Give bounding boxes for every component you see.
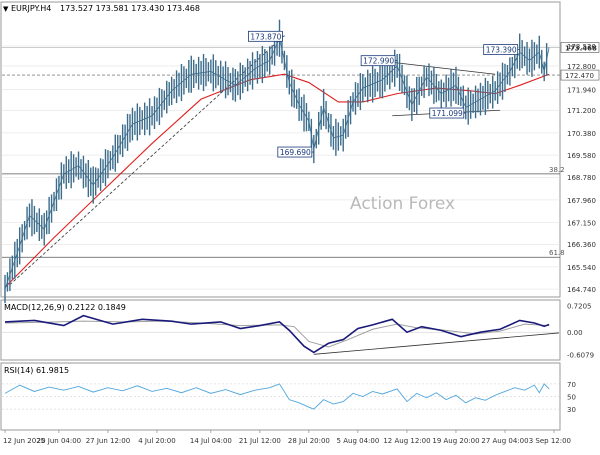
- pivot-label: 169.690: [280, 148, 311, 157]
- collapse-triangle-icon[interactable]: ▼: [3, 5, 9, 13]
- trendline: [9, 35, 285, 285]
- axis-labels-layer: 173.520 172.800 171.940 171.200 170.380 169.5…: [567, 43, 596, 414]
- main-y-tick: 171.200: [567, 107, 596, 115]
- rsi-layer: [4, 383, 550, 410]
- x-tick-label: 12 Jun 2025: [3, 437, 45, 445]
- x-tick-label: 5 Aug 04:00: [337, 437, 380, 445]
- main-y-tick: 172.800: [567, 63, 596, 71]
- x-tick-label: 4 Jul 20:00: [138, 437, 176, 445]
- main-y-tick: 171.940: [567, 87, 596, 95]
- main-y-tick: 167.960: [567, 197, 596, 205]
- macd-y-tick: 0.00: [567, 329, 583, 337]
- x-tick-label: 14 Jul 04:00: [190, 437, 232, 445]
- current-price-label: 173.468: [565, 44, 597, 52]
- macd-y-tick: -0.6079: [567, 352, 594, 360]
- x-tick-label: 19 Aug 20:00: [432, 437, 479, 445]
- fib-level-label: 38.2: [549, 166, 565, 174]
- x-tick-label: 28 Jul 20:00: [288, 437, 330, 445]
- x-tick-label: 27 Aug 04:00: [481, 437, 528, 445]
- rsi-label: RSI(14) 61.9815: [4, 366, 69, 375]
- level-price-label: 172.470: [565, 72, 594, 80]
- level-price-box: [560, 69, 600, 81]
- watermark: Action Forex: [350, 194, 455, 214]
- symbol-label: EURJPY.H4: [11, 4, 51, 13]
- trendline: [387, 61, 496, 75]
- main-y-tick: 168.780: [567, 174, 596, 182]
- rsi-y-tick: 70: [567, 381, 576, 389]
- pivot-label: 172.990: [363, 57, 394, 66]
- levels-layer: 38.2 61.8 172.470 173.468: [2, 42, 600, 258]
- pivot-labels-layer: 173.870 172.990 173.390 171.099 169.690: [248, 30, 520, 158]
- main-y-tick: 169.580: [567, 152, 596, 160]
- main-y-tick: 173.520: [567, 43, 596, 51]
- main-y-tick: 164.740: [567, 286, 596, 294]
- main-panel: [0, 1, 561, 298]
- x-tick-label: 3 Sep 12:00: [529, 437, 571, 445]
- ohlc-header: 173.527 173.581 173.430 173.468: [60, 4, 200, 13]
- macd-y-tick: 0.7205: [567, 303, 592, 311]
- macd-line: [4, 314, 550, 354]
- x-tick-label: 27 Jun 12:00: [86, 437, 130, 445]
- rsi-y-tick: 30: [567, 406, 576, 414]
- x-tick-label: 21 Jul 12:00: [239, 437, 281, 445]
- macd-panel: [0, 299, 561, 361]
- main-y-tick: 166.360: [567, 241, 596, 249]
- macd-label: MACD(12,26,9) 0.2122 0.1849: [4, 303, 126, 312]
- rsi-line: [4, 383, 550, 410]
- current-price-box: [560, 42, 600, 53]
- macd-trendline: [313, 332, 559, 355]
- main-y-tick: 170.380: [567, 130, 596, 138]
- rsi-y-tick: 50: [567, 394, 576, 402]
- fib-level-label: 61.8: [549, 249, 565, 257]
- macd-layer: [4, 314, 559, 355]
- price-line: [4, 36, 550, 290]
- x-tick-label: 12 Aug 12:00: [383, 437, 430, 445]
- x-tick-label: 20 Jun 04:00: [37, 437, 81, 445]
- pivot-label: 171.099: [432, 109, 463, 118]
- pivot-label: 173.390: [486, 46, 517, 55]
- pivot-label: 173.870: [250, 32, 281, 41]
- main-y-tick: 167.150: [567, 219, 596, 227]
- price-layer: [4, 19, 550, 304]
- main-y-tick: 165.540: [567, 264, 596, 272]
